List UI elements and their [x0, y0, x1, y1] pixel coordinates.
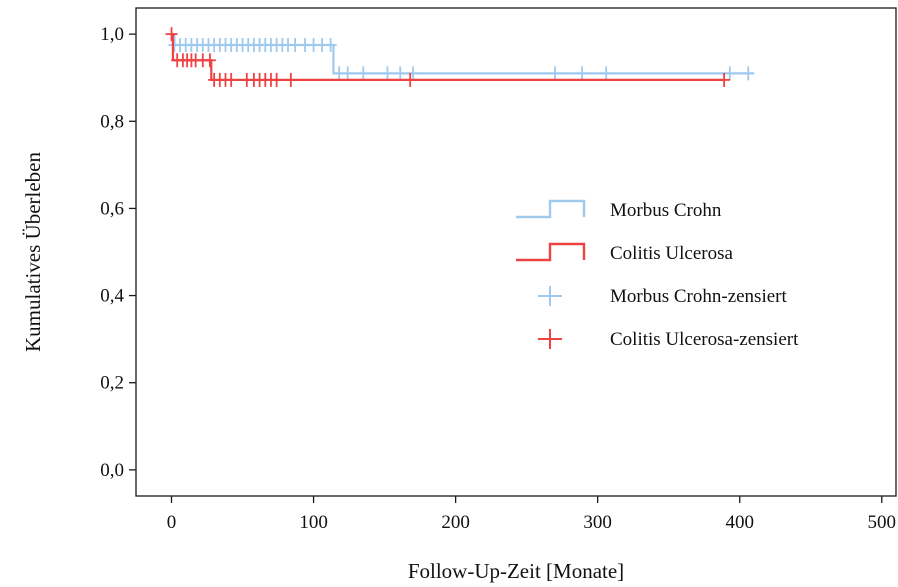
legend-cross-swatch [538, 329, 562, 349]
legend: Morbus Crohn Colitis Ulcerosa Morbus Crohn… [516, 199, 799, 350]
x-tick-label: 500 [868, 512, 897, 533]
censor-mark-morbus-crohn [381, 66, 394, 81]
legend-cross-swatch [538, 286, 562, 306]
censor-mark-morbus-crohn [549, 66, 562, 81]
censor-mark-morbus-crohn [742, 66, 755, 81]
censor-mark-colitis-ulcerosa [165, 27, 178, 42]
censor-mark-morbus-crohn [576, 66, 589, 81]
x-tick-label: 300 [583, 512, 612, 533]
x-tick-label: 200 [441, 512, 470, 533]
legend-item: Colitis Ulcerosa [516, 242, 734, 264]
y-tick-label: 0,8 [100, 111, 124, 132]
y-axis-title: Kumulatives Überleben [21, 151, 45, 352]
y-axis: 0,0 0,2 0,4 0,6 0,8 1,0 [100, 24, 136, 481]
x-axis-title: Follow-Up-Zeit [Monate] [408, 559, 624, 583]
censor-mark-morbus-crohn [600, 66, 613, 81]
censor-mark-morbus-crohn [723, 66, 736, 81]
legend-step-swatch [516, 199, 586, 219]
censor-mark-colitis-ulcerosa [404, 72, 417, 87]
legend-item: Morbus Crohn-zensiert [538, 286, 787, 307]
legend-label: Morbus Crohn-zensiert [610, 286, 787, 307]
plot-frame [135, 7, 897, 497]
y-tick-label: 0,6 [100, 198, 124, 219]
legend-label: Colitis Ulcerosa-zensiert [610, 329, 799, 350]
legend-item: Colitis Ulcerosa-zensiert [538, 329, 799, 350]
censor-mark-colitis-ulcerosa [284, 72, 297, 87]
x-tick-label: 100 [299, 512, 328, 533]
censor-mark-colitis-ulcerosa [270, 72, 283, 87]
legend-item: Morbus Crohn [516, 199, 722, 221]
x-tick-label: 0 [167, 512, 177, 533]
censor-mark-morbus-crohn [407, 66, 420, 81]
y-tick-label: 0,0 [100, 460, 124, 481]
censor-mark-colitis-ulcerosa [203, 53, 216, 68]
series-layer [165, 27, 755, 87]
censor-mark-colitis-ulcerosa [718, 72, 731, 87]
legend-label: Colitis Ulcerosa [610, 243, 734, 264]
y-tick-label: 0,2 [100, 373, 124, 394]
x-tick-label: 400 [725, 512, 754, 533]
y-tick-label: 1,0 [100, 24, 124, 45]
x-axis: 0 100 200 300 400 500 [167, 496, 896, 533]
legend-label: Morbus Crohn [610, 200, 722, 221]
legend-step-swatch [516, 242, 586, 262]
censor-mark-colitis-ulcerosa [225, 72, 238, 87]
censor-mark-morbus-crohn [357, 66, 370, 81]
y-tick-label: 0,4 [100, 286, 124, 307]
censor-mark-morbus-crohn [324, 38, 337, 53]
censor-mark-morbus-crohn [341, 66, 354, 81]
censor-mark-morbus-crohn [394, 66, 407, 81]
